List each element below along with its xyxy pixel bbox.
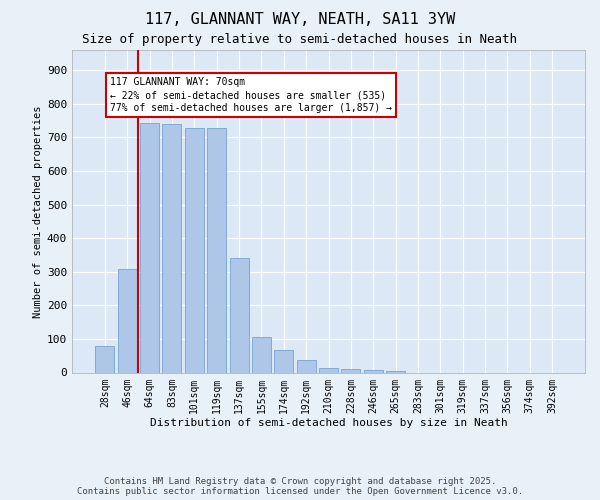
Y-axis label: Number of semi-detached properties: Number of semi-detached properties (33, 105, 43, 318)
X-axis label: Distribution of semi-detached houses by size in Neath: Distribution of semi-detached houses by … (149, 418, 508, 428)
Bar (118, 269, 137, 372)
Bar (364, 370, 383, 372)
Bar (207, 128, 226, 372)
Bar (341, 369, 361, 372)
Bar (274, 350, 293, 372)
Bar (230, 258, 248, 372)
Text: 117 GLANNANT WAY: 70sqm
← 22% of semi-detached houses are smaller (535)
77% of s: 117 GLANNANT WAY: 70sqm ← 22% of semi-de… (110, 77, 392, 114)
Text: Size of property relative to semi-detached houses in Neath: Size of property relative to semi-detach… (83, 32, 517, 46)
Bar (319, 368, 338, 372)
Bar (386, 371, 405, 372)
Bar (140, 123, 159, 372)
Bar (252, 337, 271, 372)
Text: Contains HM Land Registry data © Crown copyright and database right 2025.
Contai: Contains HM Land Registry data © Crown c… (77, 476, 523, 496)
Bar (296, 360, 316, 372)
Bar (95, 346, 115, 372)
Bar (185, 128, 204, 372)
Bar (163, 124, 181, 372)
Text: 117, GLANNANT WAY, NEATH, SA11 3YW: 117, GLANNANT WAY, NEATH, SA11 3YW (145, 12, 455, 28)
